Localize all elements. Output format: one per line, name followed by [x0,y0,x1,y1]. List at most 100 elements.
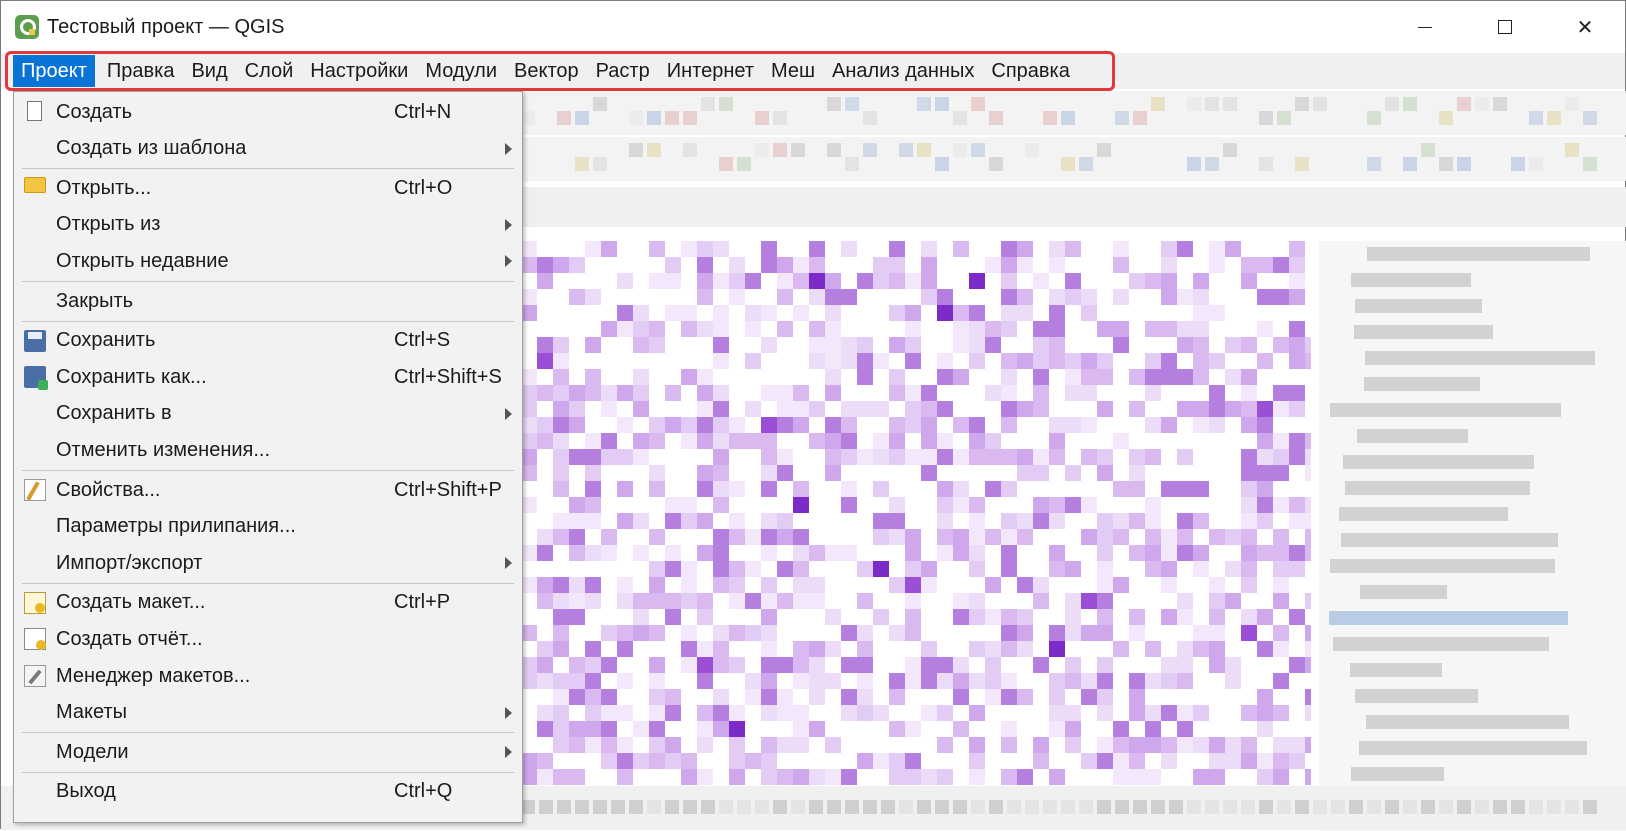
toolbar-icon[interactable] [1259,157,1273,171]
menu-item[interactable]: Менеджер макетов... [14,658,522,694]
toolbar-icon[interactable] [1295,157,1309,171]
toolbar-icon[interactable] [1295,97,1309,111]
toolbar-icon[interactable] [917,97,931,111]
toolbar-icon[interactable] [647,111,661,125]
toolbar-icon[interactable] [935,157,949,171]
menu-plugins[interactable]: Модули [425,60,497,82]
toolbar-icon[interactable] [1205,97,1219,111]
menu-item[interactable]: Открыть недавние [14,243,522,279]
toolbar-icon[interactable] [899,143,913,157]
maximize-button[interactable] [1465,1,1545,53]
toolbar-icon[interactable] [1439,111,1453,125]
menu-item[interactable]: Импорт/экспорт [14,545,522,581]
toolbar-icon[interactable] [719,157,733,171]
toolbar-icon[interactable] [1223,143,1237,157]
menu-item[interactable]: Создать из шаблона [14,131,522,167]
toolbar-icon[interactable] [863,111,877,125]
toolbar-icon[interactable] [1061,111,1075,125]
toolbar-icon[interactable] [1547,111,1561,125]
menu-item[interactable]: Создать макет... Ctrl+P [14,585,522,621]
toolbar-icon[interactable] [1565,97,1579,111]
toolbar-icon[interactable] [917,143,931,157]
toolbar-icon[interactable] [1493,97,1507,111]
toolbar-icon[interactable] [1583,111,1597,125]
toolbar-icon[interactable] [989,157,1003,171]
menu-item[interactable]: Сохранить как... Ctrl+Shift+S [14,359,522,395]
menu-project[interactable]: Проект [13,55,95,87]
toolbar-icon[interactable] [593,97,607,111]
menu-edit[interactable]: Правка [106,60,175,82]
menu-item[interactable]: Открыть из [14,207,522,243]
toolbar-icon[interactable] [1133,111,1147,125]
toolbar-icon[interactable] [755,143,769,157]
toolbar-icon[interactable] [1079,157,1093,171]
toolbar-icon[interactable] [1205,157,1219,171]
toolbar-icon[interactable] [629,111,643,125]
menu-item[interactable]: Открыть... Ctrl+O [14,170,522,206]
toolbar-icon[interactable] [791,143,805,157]
toolbar-icon[interactable] [845,97,859,111]
toolbar-icon[interactable] [1223,97,1237,111]
menu-view[interactable]: Вид [191,60,228,82]
toolbar-icon[interactable] [1403,157,1417,171]
menu-item[interactable]: Отменить изменения... [14,432,522,468]
menu-item[interactable]: Создать Ctrl+N [14,94,522,130]
toolbar-icon[interactable] [575,111,589,125]
toolbar-icon[interactable] [773,111,787,125]
toolbar-icon[interactable] [1313,97,1327,111]
toolbar-icon[interactable] [1115,111,1129,125]
close-button[interactable]: ✕ [1576,15,1594,39]
toolbar-icon[interactable] [1565,143,1579,157]
menu-mesh[interactable]: Меш [770,60,816,82]
menu-item[interactable]: Сохранить Ctrl+S [14,323,522,359]
toolbar-icon[interactable] [971,97,985,111]
toolbar-icon[interactable] [1367,111,1381,125]
toolbar-icon[interactable] [1385,97,1399,111]
menu-item[interactable]: Параметры прилипания... [14,509,522,545]
toolbar-icon[interactable] [1421,143,1435,157]
toolbar-icon[interactable] [1475,97,1489,111]
toolbar-icon[interactable] [1439,157,1453,171]
map-canvas[interactable] [521,241,1311,786]
toolbar-icon[interactable] [827,143,841,157]
menu-item[interactable]: Создать отчёт... [14,621,522,657]
toolbar-icon[interactable] [1187,157,1201,171]
menu-item[interactable]: Модели [14,734,522,770]
toolbar-icon[interactable] [827,97,841,111]
toolbar-icon[interactable] [1367,157,1381,171]
toolbar-icon[interactable] [1151,97,1165,111]
toolbar-icon[interactable] [521,111,535,125]
toolbar-icon[interactable] [1259,111,1273,125]
toolbar-icon[interactable] [1511,157,1525,171]
toolbar-icon[interactable] [647,143,661,157]
toolbar-icon[interactable] [575,157,589,171]
toolbar-icon[interactable] [755,111,769,125]
toolbar-icon[interactable] [683,111,697,125]
toolbar-icon[interactable] [557,111,571,125]
toolbar-icon[interactable] [773,143,787,157]
minimize-button[interactable] [1385,1,1465,53]
menu-processing[interactable]: Анализ данных [832,60,975,82]
menu-layer[interactable]: Слой [244,60,294,82]
toolbar-icon[interactable] [1277,111,1291,125]
menu-item[interactable]: Макеты [14,695,522,731]
toolbar-icon[interactable] [1457,157,1471,171]
menu-item[interactable]: Свойства... Ctrl+Shift+P [14,472,522,508]
toolbar-icon[interactable] [953,143,967,157]
toolbar-icon[interactable] [989,111,1003,125]
toolbar-icon[interactable] [1457,97,1471,111]
menu-vector[interactable]: Вектор [514,60,579,82]
toolbar-icon[interactable] [1583,157,1597,171]
toolbar-icon[interactable] [1061,157,1075,171]
menu-help[interactable]: Справка [991,60,1070,82]
toolbar-icon[interactable] [935,97,949,111]
toolbar-icon[interactable] [1025,143,1039,157]
menu-settings[interactable]: Настройки [310,60,409,82]
toolbar-icon[interactable] [953,111,967,125]
toolbar-icon[interactable] [1529,157,1543,171]
toolbar-icon[interactable] [1043,111,1057,125]
menu-item[interactable]: Выход Ctrl+Q [14,774,522,810]
toolbar-icon[interactable] [1097,143,1111,157]
toolbar-icon[interactable] [629,143,643,157]
toolbar-icon[interactable] [1403,97,1417,111]
